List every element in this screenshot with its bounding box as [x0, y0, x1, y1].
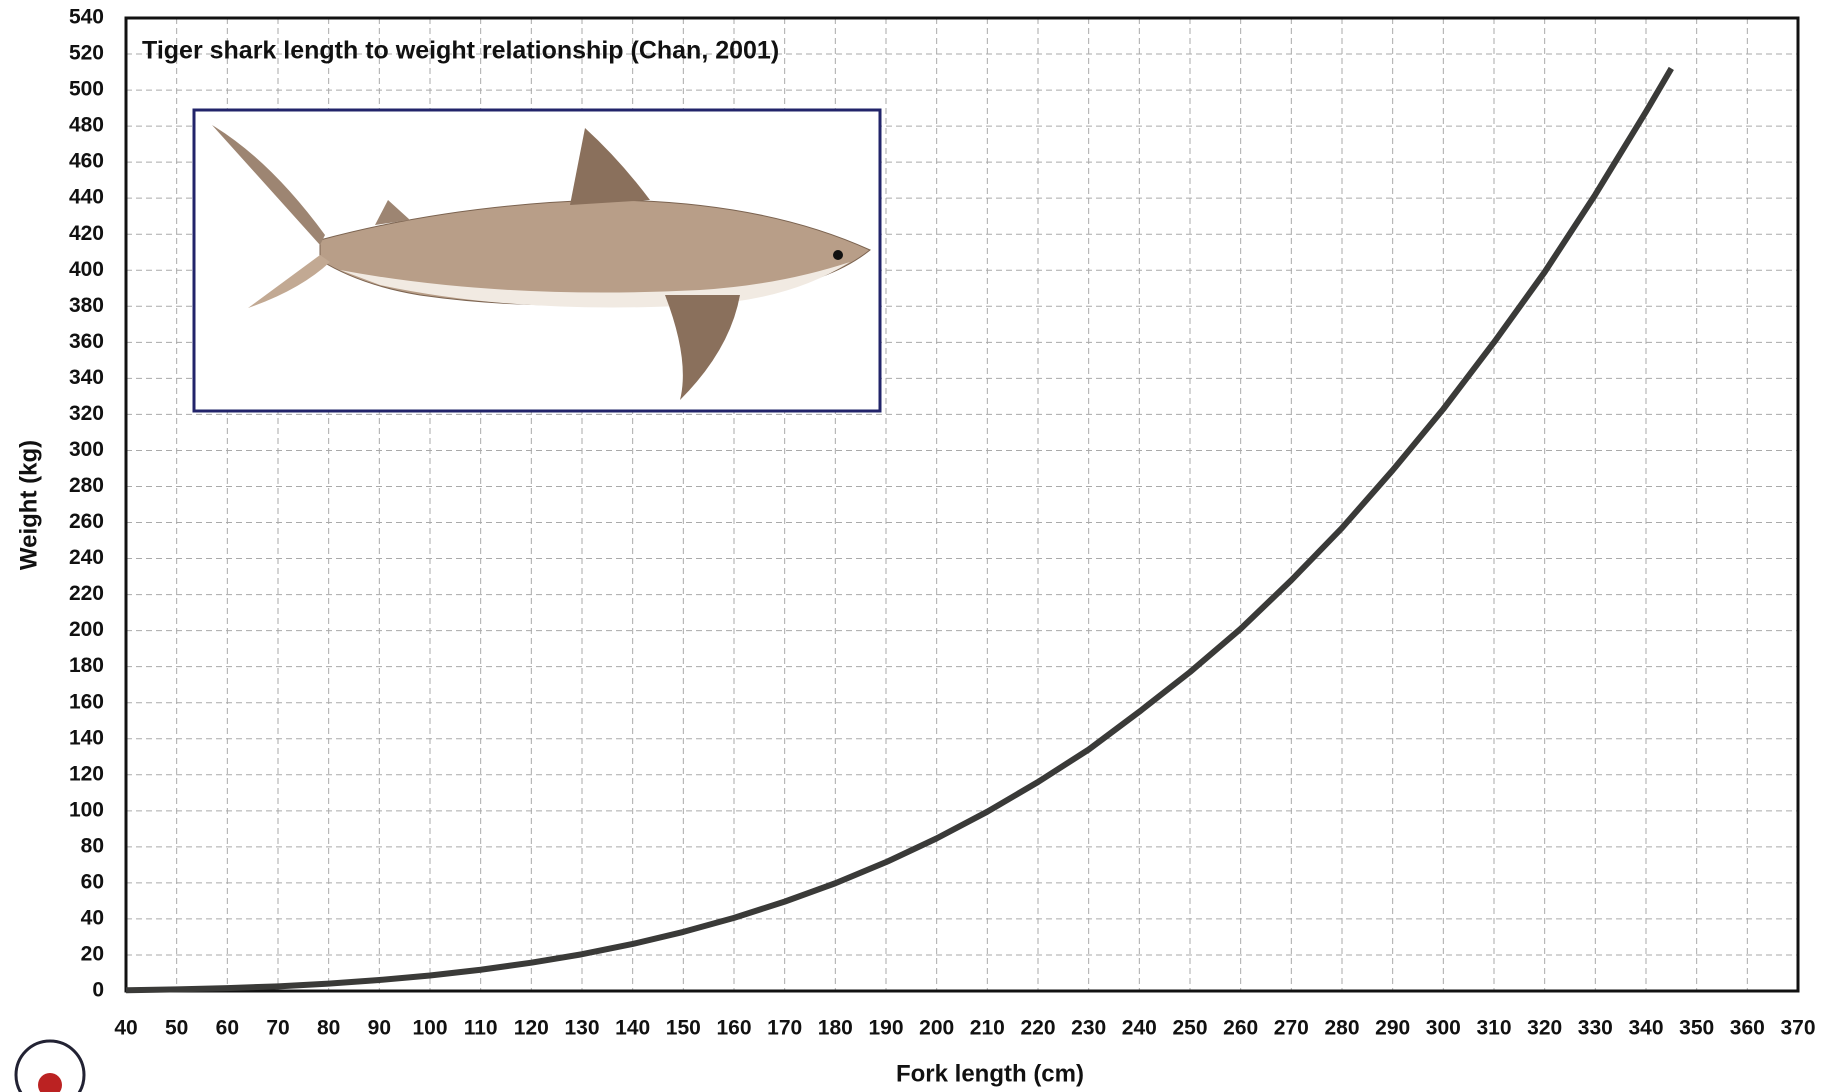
y-tick-label: 120: [69, 762, 104, 785]
x-tick-label: 150: [666, 1017, 701, 1040]
x-tick-label: 300: [1426, 1017, 1461, 1040]
x-tick-label: 90: [368, 1017, 391, 1040]
y-axis-label: Weight (kg): [15, 440, 42, 570]
x-tick-label: 280: [1324, 1017, 1359, 1040]
x-tick-label: 220: [1020, 1017, 1055, 1040]
x-tick-label: 60: [216, 1017, 239, 1040]
y-tick-label: 420: [69, 222, 104, 245]
chart: 0 20 40 60 80 100 120 140 160 180 200 220 240 260 280 3…: [0, 0, 1834, 1092]
x-tick-label: 80: [317, 1017, 340, 1040]
x-tick-label: 50: [165, 1017, 188, 1040]
x-tick-label: 40: [114, 1017, 137, 1040]
y-tick-label: 380: [69, 294, 104, 317]
y-tick-label: 100: [69, 798, 104, 821]
x-tick-label: 250: [1172, 1017, 1207, 1040]
x-tick-label: 350: [1679, 1017, 1714, 1040]
x-tick-label: 340: [1628, 1017, 1663, 1040]
y-tick-label: 40: [81, 906, 104, 929]
x-tick-label: 210: [970, 1017, 1005, 1040]
y-tick-label: 300: [69, 438, 104, 461]
x-tick-label: 100: [412, 1017, 447, 1040]
y-tick-label: 0: [92, 979, 104, 1002]
y-tick-label: 360: [69, 330, 104, 353]
x-tick-label: 320: [1527, 1017, 1562, 1040]
x-tick-label: 190: [868, 1017, 903, 1040]
x-tick-label: 290: [1375, 1017, 1410, 1040]
x-tick-label: 310: [1476, 1017, 1511, 1040]
x-tick-label: 160: [716, 1017, 751, 1040]
y-tick-label: 480: [69, 114, 104, 137]
x-tick-label: 270: [1274, 1017, 1309, 1040]
x-tick-label: 70: [266, 1017, 289, 1040]
shark-illustration: [194, 110, 880, 411]
x-tick-label: 170: [767, 1017, 802, 1040]
y-tick-label: 440: [69, 186, 104, 209]
x-tick-label: 130: [564, 1017, 599, 1040]
y-tick-label: 60: [81, 870, 104, 893]
x-tick-label: 200: [919, 1017, 954, 1040]
x-tick-label: 180: [818, 1017, 853, 1040]
y-tick-label: 180: [69, 654, 104, 677]
x-tick-label: 260: [1223, 1017, 1258, 1040]
x-axis-label: Fork length (cm): [896, 1060, 1084, 1087]
x-tick-label: 360: [1730, 1017, 1765, 1040]
y-tick-label: 520: [69, 42, 104, 65]
y-tick-label: 460: [69, 150, 104, 173]
y-tick-label: 220: [69, 582, 104, 605]
y-tick-label: 80: [81, 834, 104, 857]
y-tick-label: 340: [69, 366, 104, 389]
logo: [16, 1041, 84, 1092]
y-tick-label: 140: [69, 726, 104, 749]
x-tick-label: 110: [464, 1017, 498, 1040]
y-tick-label: 160: [69, 690, 104, 713]
x-tick-label: 140: [615, 1017, 650, 1040]
chart-title: Tiger shark length to weight relationshi…: [142, 37, 779, 65]
y-tick-label: 240: [69, 546, 104, 569]
y-tick-label: 200: [69, 618, 104, 641]
x-tick-label: 230: [1071, 1017, 1106, 1040]
x-tick-label: 370: [1780, 1017, 1815, 1040]
y-tick-label: 320: [69, 402, 104, 425]
x-tick-label: 120: [514, 1017, 549, 1040]
y-tick-label: 260: [69, 510, 104, 533]
y-tick-label: 280: [69, 474, 104, 497]
y-tick-label: 500: [69, 78, 104, 101]
x-tick-label: 240: [1122, 1017, 1157, 1040]
y-tick-label: 20: [81, 943, 104, 966]
y-tick-label: 540: [69, 6, 104, 29]
y-tick-label: 400: [69, 258, 104, 281]
x-tick-label: 330: [1578, 1017, 1613, 1040]
